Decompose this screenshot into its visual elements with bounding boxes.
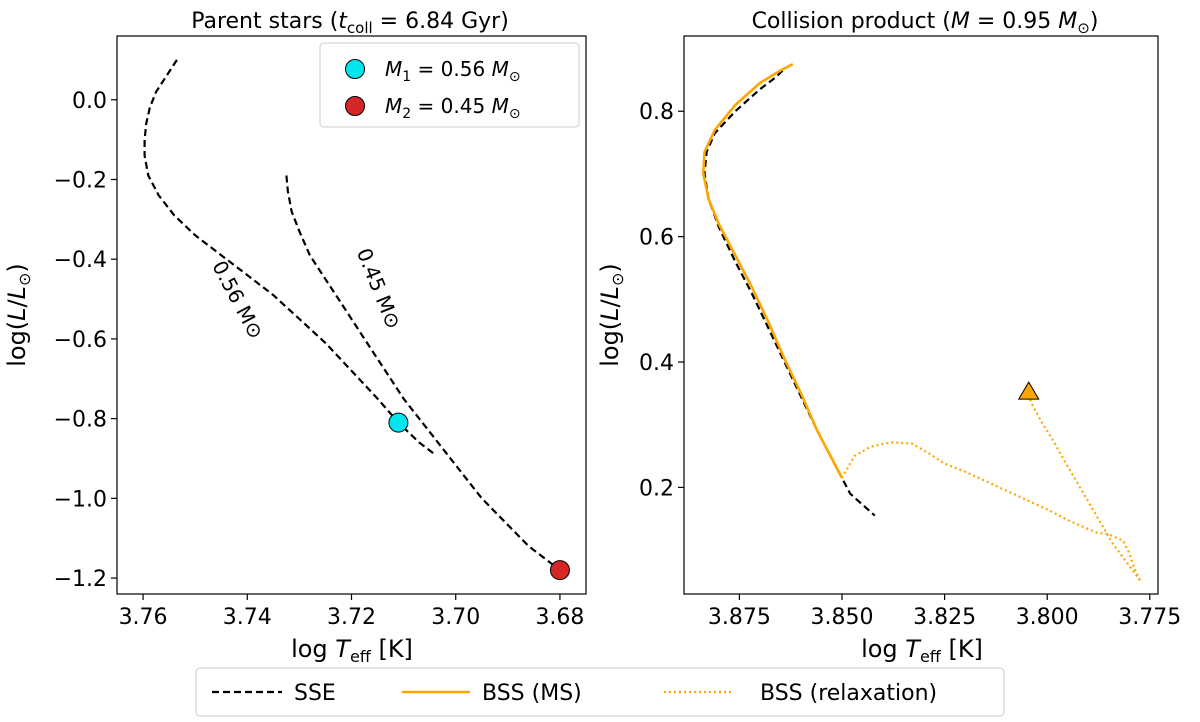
left-legend: M1 = 0.56 M⊙ M2 = 0.45 M⊙ (319, 42, 580, 128)
series-line-sse (703, 69, 876, 517)
x-tick-label: 3.74 (223, 605, 272, 630)
left-y-ticks: 0.0 −0.2 −0.4 −0.6 −0.8 −1.0 −1.2 (54, 89, 117, 592)
x-tick-label: 3.825 (913, 605, 976, 630)
right-y-ticks: 0.2 0.4 0.6 0.8 (639, 100, 684, 501)
x-tick-label: 3.70 (431, 605, 480, 630)
curve-label: 0.56 M⊙ (207, 257, 268, 343)
left-title: Parent stars (tcoll = 6.84 Gyr) (191, 9, 509, 37)
legend-m1-label: M1 = 0.56 M⊙ (385, 57, 521, 85)
series-line-bss-relaxation- (841, 394, 1142, 583)
left-legend-box (319, 42, 580, 128)
x-tick-label: 3.68 (535, 605, 584, 630)
left-x-ticks: 3.76 3.74 3.72 3.70 3.68 (119, 594, 584, 630)
legend-sse-label: SSE (294, 681, 336, 706)
legend-m2-marker (345, 96, 365, 116)
right-plot-area (701, 63, 1142, 583)
collision-triangle-marker (1017, 381, 1040, 400)
y-tick-label: 0.0 (72, 89, 107, 114)
y-tick-label: 0.8 (639, 100, 674, 125)
x-tick-label: 3.875 (708, 605, 771, 630)
legend-m2-label: M2 = 0.45 M⊙ (385, 94, 521, 122)
left-x-label: log Teff [K] (291, 635, 413, 666)
y-tick-label: −1.0 (54, 487, 107, 512)
y-tick-label: 0.4 (639, 351, 674, 376)
y-tick-label: −0.6 (54, 328, 107, 353)
right-y-label: log(L/L⊙) (596, 263, 627, 367)
parent-star-marker (388, 412, 409, 433)
y-tick-label: −0.8 (54, 408, 107, 433)
y-tick-label: 0.2 (639, 476, 674, 501)
right-title: Collision product (M = 0.95 M⊙) (752, 9, 1099, 37)
parent-star-marker (549, 560, 570, 581)
curve-label: 0.45 M⊙ (352, 245, 406, 333)
y-tick-label: −0.2 (54, 168, 107, 193)
left-y-label: log(L/L⊙) (3, 263, 34, 367)
y-tick-label: −0.4 (54, 248, 107, 273)
x-tick-label: 3.850 (811, 605, 874, 630)
series-line-0-56-m- (143, 59, 436, 456)
series-line-bss-ms- (701, 63, 844, 479)
y-tick-label: −1.2 (54, 567, 107, 592)
legend-bss-ms-label: BSS (MS) (482, 681, 582, 706)
x-tick-label: 3.775 (1118, 605, 1181, 630)
right-x-label: log Teff [K] (861, 635, 983, 666)
legend-m1-marker (345, 59, 365, 79)
x-tick-label: 3.76 (119, 605, 168, 630)
left-plot-area: 0.56 M⊙ 0.45 M⊙ (143, 59, 570, 581)
bottom-legend: SSE BSS (MS) BSS (relaxation) (195, 667, 1005, 717)
right-x-ticks: 3.875 3.850 3.825 3.800 3.775 (708, 594, 1181, 630)
bottom-legend-box (195, 667, 1005, 717)
x-tick-label: 3.800 (1016, 605, 1079, 630)
right-axes-frame (683, 35, 1159, 595)
legend-bss-relax-label: BSS (relaxation) (760, 681, 937, 706)
y-tick-label: 0.6 (639, 226, 674, 251)
series-line-0-45-m- (285, 175, 567, 579)
x-tick-label: 3.72 (327, 605, 376, 630)
